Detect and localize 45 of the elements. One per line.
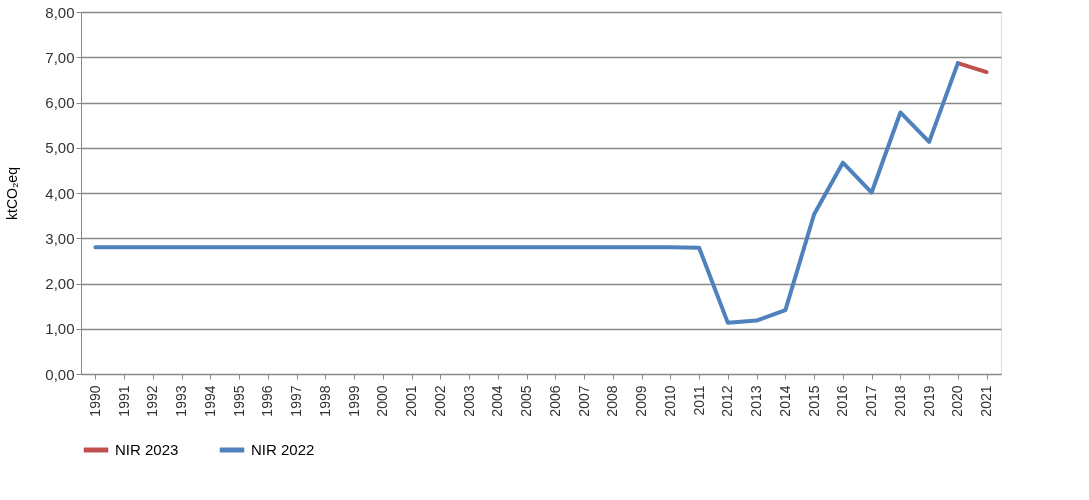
legend-label: NIR 2022 [251, 441, 315, 458]
x-tick-label: 2004 [489, 385, 506, 417]
y-tick-label: 1,00 [45, 320, 75, 338]
x-tick-label: 2005 [518, 385, 535, 417]
x-tick-label: 2003 [460, 385, 477, 417]
x-tick-label: 2013 [748, 385, 765, 417]
x-tick-label: 1999 [345, 385, 362, 417]
x-tick-label: 1995 [230, 385, 247, 417]
y-tick-label: 6,00 [45, 94, 75, 111]
y-axis-title: ktCO₂eq [4, 167, 21, 220]
x-tick-label: 2007 [575, 385, 592, 417]
x-tick-label: 2006 [546, 385, 563, 417]
x-tick-label: 1996 [259, 385, 276, 417]
x-tick-label: 2020 [949, 385, 966, 417]
x-tick-label: 1994 [201, 385, 218, 417]
x-tick-label: 1991 [115, 385, 132, 417]
x-tick-label: 2021 [978, 385, 995, 417]
x-tick-label: 2014 [776, 385, 793, 417]
x-tick-label: 2016 [834, 385, 851, 417]
line-series [93, 61, 960, 325]
x-tick-label: 2015 [805, 385, 822, 417]
x-tick-label: 2001 [403, 385, 420, 417]
x-tick-label: 2017 [863, 385, 880, 417]
x-tick-label: 1998 [316, 385, 333, 417]
x-tick-label: 2018 [891, 385, 908, 417]
y-tick-label: 7,00 [45, 48, 75, 66]
y-tick-label: 8,00 [45, 3, 75, 21]
x-tick-label: 1990 [86, 385, 103, 417]
y-tick-label: 5,00 [45, 139, 75, 157]
legend-label: NIR 2023 [115, 441, 179, 458]
x-tick-label: 2002 [431, 385, 448, 417]
x-tick-label: 2010 [661, 385, 678, 417]
x-tick-label: 2011 [690, 385, 707, 416]
y-tick-label: 4,00 [45, 184, 75, 202]
x-tick-label: 1993 [173, 385, 190, 417]
x-tick-label: 2008 [604, 385, 621, 417]
y-tick-label: 0,00 [45, 365, 75, 383]
x-tick-label: 2019 [920, 385, 937, 417]
y-tick-label: 3,00 [45, 229, 75, 247]
x-tick-label: 1997 [288, 385, 305, 417]
x-tick-label: 2009 [633, 385, 650, 417]
y-tick-label: 2,00 [45, 275, 75, 292]
x-tick-label: 1992 [144, 385, 161, 417]
x-tick-label: 2000 [374, 385, 391, 417]
x-tick-label: 2012 [719, 385, 736, 417]
